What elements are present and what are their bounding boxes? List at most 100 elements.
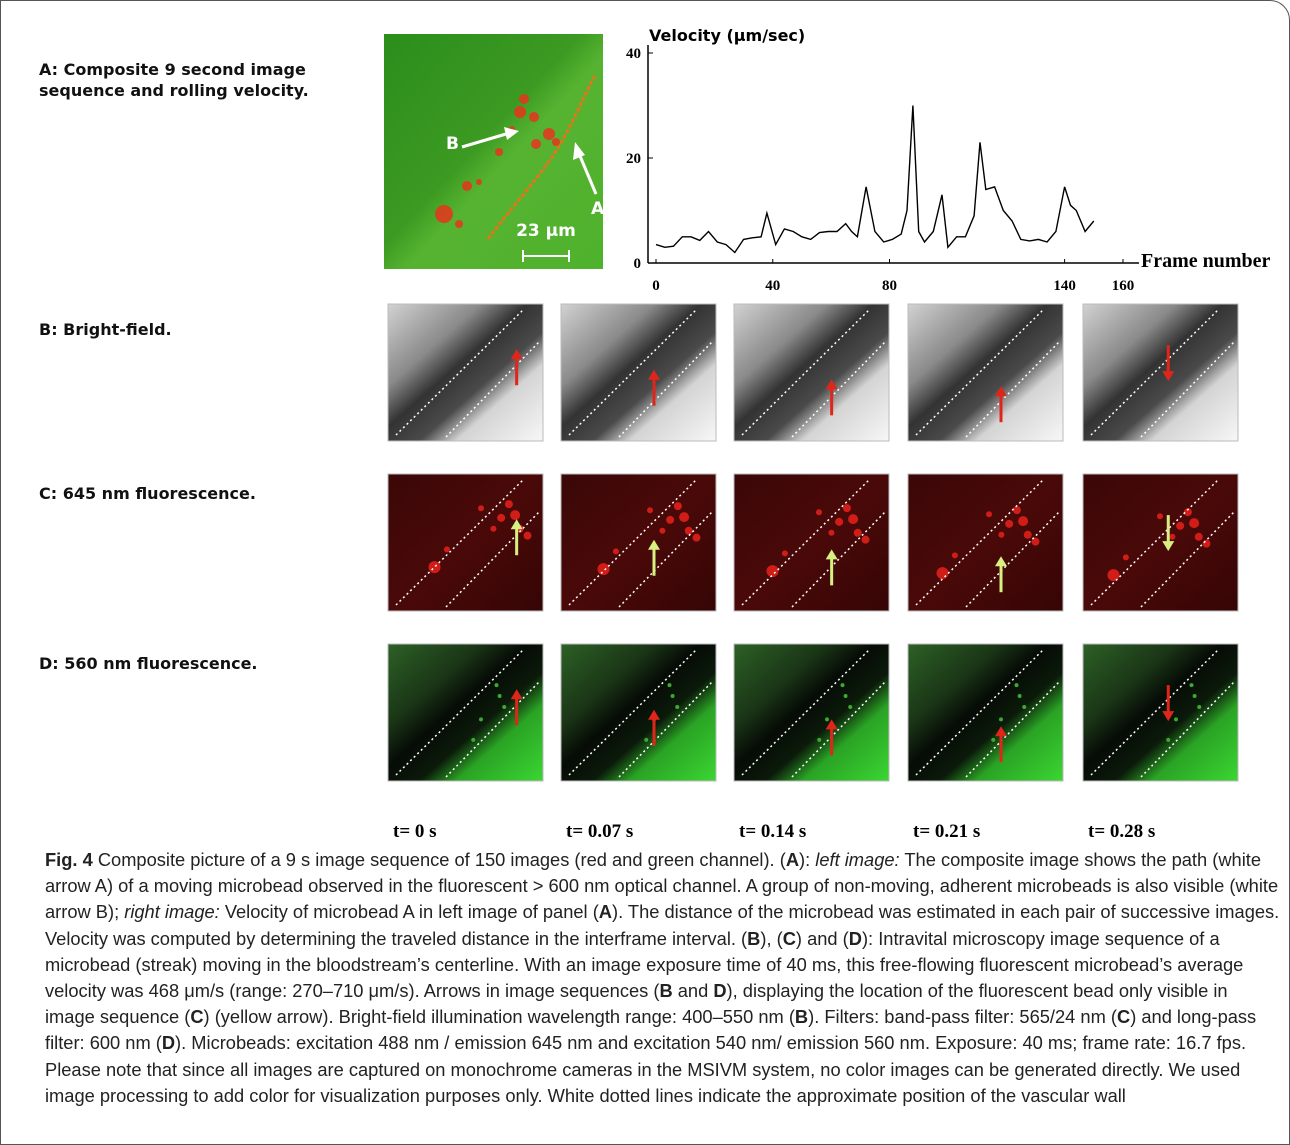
microbead xyxy=(1169,534,1175,540)
microbead xyxy=(848,705,852,709)
microbead xyxy=(828,530,834,536)
time-label: t= 0.21 s xyxy=(913,821,980,842)
microbead xyxy=(1015,683,1019,687)
x-tick-label: 40 xyxy=(765,278,780,294)
caption-run: Composite picture of a 9 s image sequenc… xyxy=(93,849,786,870)
microbead xyxy=(854,529,862,537)
time-label: t= 0.14 s xyxy=(739,821,806,842)
microbead xyxy=(1197,705,1201,709)
microbead xyxy=(1166,738,1170,742)
time-label: t= 0.07 s xyxy=(566,821,633,842)
microbead xyxy=(674,502,682,510)
microbead xyxy=(1195,533,1203,541)
microbead xyxy=(1203,540,1211,548)
microbead xyxy=(471,738,475,742)
caption-run: ) (yellow arrow). Bright-field illuminat… xyxy=(204,1006,795,1027)
microbead xyxy=(666,516,674,524)
microbead xyxy=(1013,506,1021,514)
microbead xyxy=(462,181,472,191)
caption-run: ): xyxy=(799,849,815,870)
caption-run: D xyxy=(162,1032,175,1053)
microbead xyxy=(1174,717,1178,721)
x-tick-label: 80 xyxy=(882,278,897,294)
microbead xyxy=(478,505,484,511)
microbead xyxy=(529,112,539,122)
microbead xyxy=(444,546,450,552)
y-axis-title: Velocity (μm/sec) xyxy=(649,26,805,45)
microbead xyxy=(999,717,1003,721)
caption-run: C xyxy=(190,1006,203,1027)
microbead xyxy=(1022,705,1026,709)
microbead xyxy=(816,509,822,515)
caption-run: C xyxy=(783,928,796,949)
microbead xyxy=(843,504,851,512)
microbead xyxy=(647,507,653,513)
microbead xyxy=(613,548,619,554)
microbead xyxy=(1018,694,1022,698)
microbead xyxy=(671,694,675,698)
microbead xyxy=(644,738,648,742)
time-label: t= 0 s xyxy=(393,821,437,842)
microbead xyxy=(435,205,453,223)
microbead xyxy=(498,694,502,698)
microbead xyxy=(1108,569,1120,581)
microbead xyxy=(524,532,532,540)
microbead xyxy=(497,514,505,522)
microbead xyxy=(531,139,541,149)
time-label: t= 0.28 s xyxy=(1088,821,1155,842)
y-tick-label: 0 xyxy=(634,256,642,272)
microbead xyxy=(495,148,503,156)
microbead xyxy=(659,528,665,534)
microbead xyxy=(598,563,610,575)
microbead xyxy=(490,526,496,532)
microbead xyxy=(862,536,870,544)
caption-run: D xyxy=(713,980,726,1001)
caption-run: B xyxy=(659,980,672,1001)
caption-run: Velocity of microbead A in left image of… xyxy=(220,901,599,922)
microbead xyxy=(476,179,482,185)
x-tick-label: 160 xyxy=(1112,278,1135,294)
microbead xyxy=(552,138,560,146)
microbead xyxy=(835,518,843,526)
caption-run: left image: xyxy=(815,849,899,870)
velocity-line xyxy=(656,106,1094,253)
caption-run: ). Filters: band-pass filter: 565/24 nm … xyxy=(808,1006,1117,1027)
microbead xyxy=(455,220,463,228)
caption: Fig. 4 Composite picture of a 9 s image … xyxy=(45,847,1281,1109)
microbead xyxy=(841,683,845,687)
microbead xyxy=(844,694,848,698)
image-label: B xyxy=(446,134,459,154)
microbead xyxy=(502,705,506,709)
caption-run: D xyxy=(849,928,862,949)
microbead xyxy=(505,500,513,508)
microbead xyxy=(991,738,995,742)
microbead xyxy=(1018,516,1028,526)
microbead xyxy=(817,738,821,742)
microbead xyxy=(675,705,679,709)
microbead xyxy=(1193,694,1197,698)
caption-run: A xyxy=(786,849,799,870)
microbead xyxy=(952,552,958,558)
microbead xyxy=(767,565,779,577)
microbead xyxy=(937,567,949,579)
microbead xyxy=(825,717,829,721)
microbead xyxy=(679,512,689,522)
microbead xyxy=(1190,683,1194,687)
microbead xyxy=(1189,518,1199,528)
microbead xyxy=(1157,513,1163,519)
microbead xyxy=(1005,520,1013,528)
x-tick-label: 0 xyxy=(652,278,660,294)
caption-run: Fig. 4 xyxy=(45,849,93,870)
caption-run: ), ( xyxy=(760,928,782,949)
y-tick-label: 20 xyxy=(626,151,641,167)
x-axis-title: Frame number xyxy=(1141,250,1271,272)
caption-run: A xyxy=(599,901,612,922)
microbead xyxy=(998,532,1004,538)
microbead xyxy=(668,683,672,687)
microbead xyxy=(1024,531,1032,539)
microbead xyxy=(1176,522,1184,530)
caption-run: ). Microbeads: excitation 488 nm / emiss… xyxy=(45,1032,1246,1105)
microbead xyxy=(429,561,441,573)
microbead xyxy=(519,94,529,104)
